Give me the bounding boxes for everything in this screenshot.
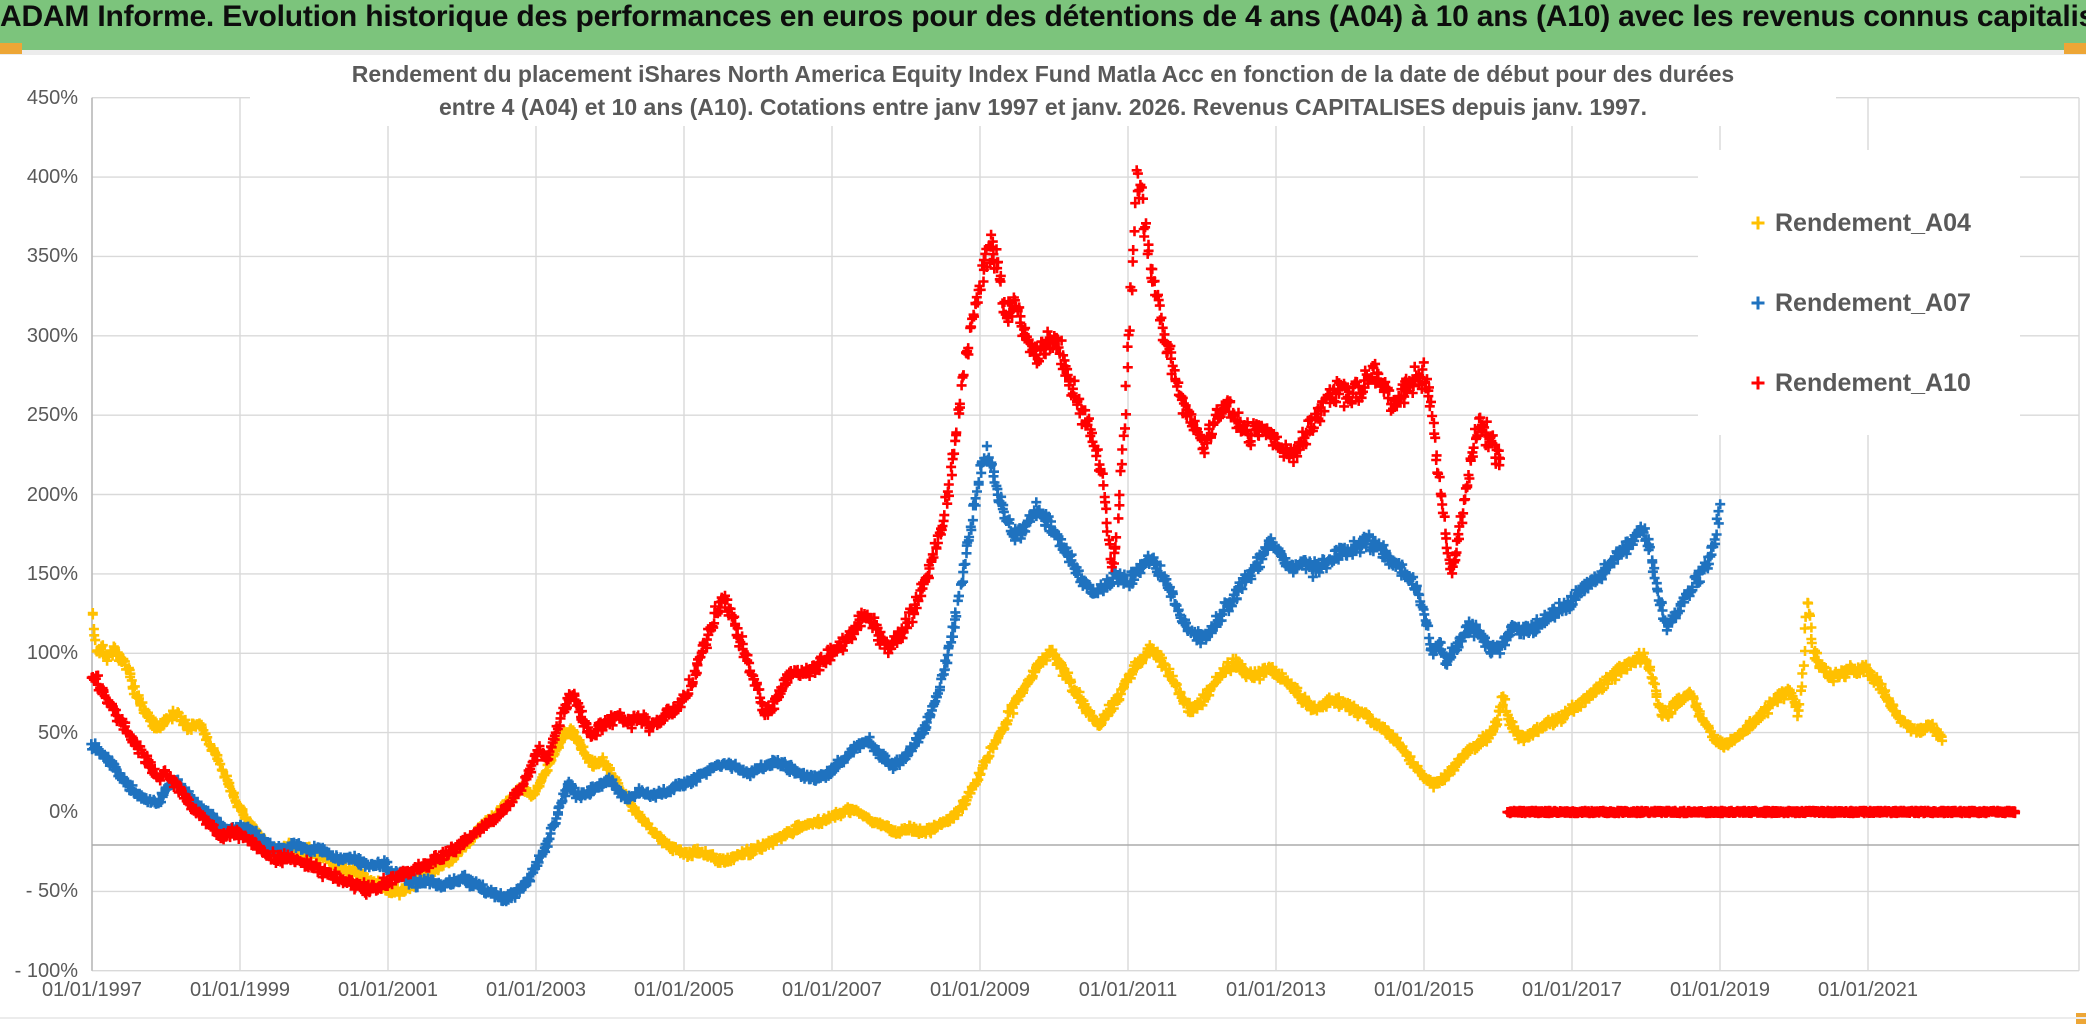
y-axis-label: 400% [26,166,78,189]
y-axis-label: 150% [26,562,78,585]
series-rendement_a10 [86,165,1505,900]
y-axis-label: 100% [26,642,78,665]
y-axis-label: 50% [37,721,78,744]
x-axis-label: 01/01/2019 [1669,979,1771,1001]
x-axis-label: 01/01/2015 [1373,979,1475,1001]
x-axis-label: 01/01/1997 [41,979,143,1001]
chart-subtitle: Rendement du placement iShares North Ame… [250,56,1836,126]
x-axis-label: 01/01/2009 [929,979,1031,1001]
legend-item-a07: Rendement_A07 [1750,286,1971,320]
legend-item-label: Rendement_A04 [1775,208,1971,237]
x-axis-label: 01/01/2001 [337,979,439,1001]
legend-item-label: Rendement_A10 [1775,368,1971,397]
plus-marker-icon [1751,376,1765,390]
y-axis-label: 250% [26,404,78,427]
series-rendement_a04 [87,597,1948,901]
chart-subtitle-line2: entre 4 (A04) et 10 ans (A10). Cotations… [439,94,1647,120]
page-title: ADAM Informe. Evolution historique des p… [0,0,2086,33]
x-axis-label: 01/01/2013 [1225,979,1327,1001]
x-axis-label: 01/01/2003 [485,979,587,1001]
legend: Rendement_A04 Rendement_A07 Rendement_A1… [1698,150,2020,435]
plus-marker-icon [1751,216,1765,230]
series-rendement_a07 [86,441,1726,907]
x-axis-label: 01/01/1999 [189,979,291,1001]
legend-item-a10: Rendement_A10 [1750,366,1971,400]
plus-marker-icon [1751,296,1765,310]
x-axis-label: 01/01/2007 [781,979,883,1001]
x-axis-label: 01/01/2005 [633,979,735,1001]
y-axis-label: - 100% [14,959,78,982]
title-bar-divider [0,50,2086,55]
x-axis-label: 01/01/2021 [1817,979,1919,1001]
y-axis-label: 350% [26,245,78,268]
page-bottom-rule [0,1017,2086,1019]
corner-accent-right [2064,43,2086,54]
x-axis-label: 01/01/2011 [1078,979,1178,1001]
y-axis-label: 300% [26,324,78,347]
legend-item-a04: Rendement_A04 [1750,206,1971,240]
series-rendement_a10_zero_segment [1502,805,2021,819]
chart-subtitle-line1: Rendement du placement iShares North Ame… [351,61,1735,87]
corner-accent-left [0,43,22,54]
y-axis-label: 450% [26,86,78,109]
y-axis-label: - 50% [25,880,78,903]
legend-item-label: Rendement_A07 [1775,288,1971,317]
title-bar: ADAM Informe. Evolution historique des p… [0,0,2086,50]
y-axis-label: 200% [26,483,78,506]
x-axis-label: 01/01/2017 [1521,979,1623,1001]
y-axis-label: 0% [49,801,78,823]
